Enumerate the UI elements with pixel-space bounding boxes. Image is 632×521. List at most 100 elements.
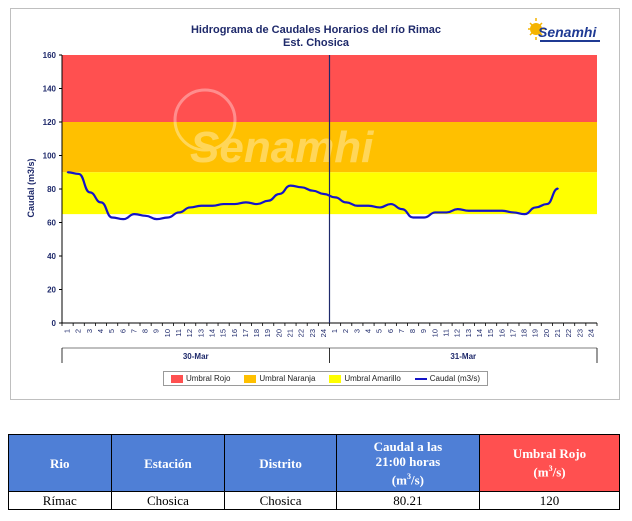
x-tick-label-13: 14 <box>207 329 216 337</box>
x-tick-label-4: 5 <box>107 329 116 333</box>
data-point-17 <box>256 203 258 205</box>
data-point-28 <box>378 206 381 209</box>
x-tick-label-21: 22 <box>297 329 306 337</box>
x-tick-label-24: 1 <box>330 329 339 333</box>
x-tick-label-39: 16 <box>497 329 506 337</box>
x-tick-label-26: 3 <box>352 329 361 333</box>
data-point-33 <box>434 211 437 214</box>
table-header-row: Rio Estación Distrito Caudal a las 21:00… <box>8 434 621 492</box>
data-point-12 <box>200 204 203 207</box>
x-tick-label-38: 15 <box>486 329 495 337</box>
header-caudal-unit: (m <box>391 472 407 488</box>
x-tick-label-5: 6 <box>118 329 127 333</box>
x-tick-label-31: 8 <box>408 329 417 333</box>
header-caudal-line2: 21:00 horas <box>375 453 441 469</box>
data-point-29 <box>390 203 392 205</box>
data-point-43 <box>546 203 548 205</box>
chart-subtitle: Est. Chosica <box>282 37 350 49</box>
data-point-10 <box>178 211 180 214</box>
legend-item-caudal: Caudal (m3/s) <box>414 374 480 383</box>
data-point-23 <box>323 193 325 195</box>
data-point-38 <box>490 209 492 212</box>
header-distrito: Distrito <box>224 434 337 492</box>
data-point-24 <box>334 196 336 199</box>
data-point-37 <box>479 209 481 212</box>
x-tick-label-9: 10 <box>163 329 172 337</box>
data-point-42 <box>534 206 537 209</box>
y-tick-label-8: 160 <box>43 51 57 60</box>
legend-item-umbral-amarillo: Umbral Amarillo <box>329 374 401 383</box>
cell-caudal: 80.21 <box>335 491 480 510</box>
x-tick-label-27: 4 <box>364 329 373 333</box>
legend-item-umbral-rojo: Umbral Rojo <box>170 374 230 383</box>
x-tick-label-16: 17 <box>241 329 250 337</box>
data-point-35 <box>456 208 459 210</box>
data-point-11 <box>189 206 191 209</box>
x-tick-label-3: 4 <box>96 329 105 333</box>
header-rio: Rio <box>8 434 112 492</box>
x-tick-label-35: 12 <box>453 329 462 337</box>
x-tick-label-37: 14 <box>475 329 484 337</box>
x-tick-label-46: 23 <box>575 329 584 337</box>
x-tick-label-8: 9 <box>152 329 161 333</box>
header-umbral-rojo: Umbral Rojo (m3/s) <box>478 434 621 492</box>
x-tick-label-7: 8 <box>141 329 150 333</box>
header-estacion: Estación <box>110 434 226 492</box>
header-umbral-unit-sup: 3 <box>548 464 553 474</box>
x-tick-label-11: 12 <box>185 329 194 337</box>
day-label-1: 31-Mar <box>450 352 476 361</box>
data-point-9 <box>167 216 169 219</box>
cell-rio: Rímac <box>8 491 112 510</box>
x-tick-label-2: 3 <box>85 329 94 333</box>
data-point-1 <box>77 173 80 175</box>
legend-swatch-line <box>414 377 427 380</box>
discharge-table: Rio Estación Distrito Caudal a las 21:00… <box>8 434 621 510</box>
data-point-19 <box>278 193 281 195</box>
x-tick-label-36: 13 <box>464 329 473 337</box>
day-label-0: 30-Mar <box>183 352 209 361</box>
y-axis-label: Caudal (m3/s) <box>26 158 36 217</box>
x-tick-label-12: 13 <box>196 329 205 337</box>
legend-swatch-red <box>170 374 183 383</box>
watermark-text: Senamhi <box>190 123 374 172</box>
y-tick-label-7: 140 <box>43 85 57 94</box>
senamhi-logo <box>528 18 545 40</box>
x-tick-label-43: 20 <box>542 329 551 337</box>
header-caudal-unit-end: /s) <box>410 472 424 488</box>
data-point-39 <box>501 209 504 212</box>
x-tick-label-41: 18 <box>520 329 529 337</box>
header-caudal-line1: Caudal a las <box>373 438 443 454</box>
x-tick-label-22: 23 <box>308 329 317 337</box>
data-point-31 <box>412 216 414 219</box>
legend-swatch-orange <box>244 374 257 383</box>
x-tick-label-14: 15 <box>219 329 228 337</box>
logo-text: Senamhi <box>538 24 597 40</box>
cell-estacion: Chosica <box>110 491 226 510</box>
data-point-20 <box>289 184 292 187</box>
data-point-36 <box>468 209 470 212</box>
x-tick-label-0: 1 <box>63 329 72 333</box>
x-tick-label-40: 17 <box>508 329 517 337</box>
data-point-30 <box>401 208 403 210</box>
x-tick-label-19: 20 <box>274 329 283 337</box>
x-tick-label-28: 5 <box>375 329 384 333</box>
data-point-18 <box>267 199 269 202</box>
x-tick-label-25: 2 <box>341 329 350 333</box>
data-point-34 <box>445 211 448 214</box>
x-tick-label-20: 21 <box>285 329 294 337</box>
data-point-44 <box>557 187 559 190</box>
logo-underline <box>540 40 600 42</box>
chart-title: Hidrograma de Caudales Horarios del río … <box>190 24 442 36</box>
legend-swatch-yellow <box>329 374 342 383</box>
y-tick-label-6: 120 <box>43 118 57 127</box>
legend-label-umbral-amarillo: Umbral Amarillo <box>344 374 401 383</box>
legend-label-umbral-naranja: Umbral Naranja <box>259 374 316 383</box>
x-tick-label-33: 10 <box>430 329 439 337</box>
x-tick-label-32: 9 <box>419 329 428 333</box>
x-tick-label-23: 24 <box>319 329 328 337</box>
x-tick-label-18: 19 <box>263 329 272 337</box>
data-point-15 <box>233 203 236 205</box>
x-tick-label-29: 6 <box>386 329 395 333</box>
cell-umbral: 120 <box>478 491 621 510</box>
data-point-8 <box>155 218 158 220</box>
